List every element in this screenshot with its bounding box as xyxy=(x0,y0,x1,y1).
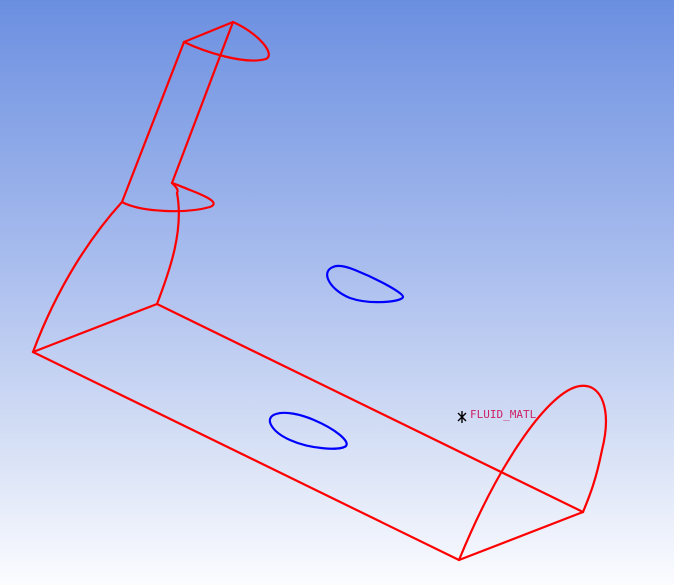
left-bend-outer-arc xyxy=(31,200,124,354)
left-end-bottom-edge xyxy=(31,302,159,354)
material-marker[interactable]: FLUID_MATL xyxy=(457,408,537,423)
lower-blue-loop xyxy=(268,411,348,450)
inlet-top-edge xyxy=(182,20,235,44)
neck-inner-link xyxy=(170,181,179,195)
bottom-front-edge xyxy=(31,350,461,562)
inlet-arc xyxy=(182,20,270,62)
left-bend-inner-arc xyxy=(155,191,180,306)
red-edges xyxy=(31,20,607,562)
upper-blue-loop xyxy=(326,264,405,304)
right-end-bottom-edge xyxy=(457,510,585,562)
right-end-arc xyxy=(457,384,607,562)
blue-holes xyxy=(268,264,405,450)
bottom-back-edge xyxy=(155,302,585,514)
material-marker-icon xyxy=(457,411,467,423)
upper-pipe-left-edge xyxy=(120,40,186,204)
fluid-material-label: FLUID_MATL xyxy=(470,408,537,421)
neck-ellipse xyxy=(120,181,215,213)
upper-pipe-right-edge xyxy=(170,20,235,185)
